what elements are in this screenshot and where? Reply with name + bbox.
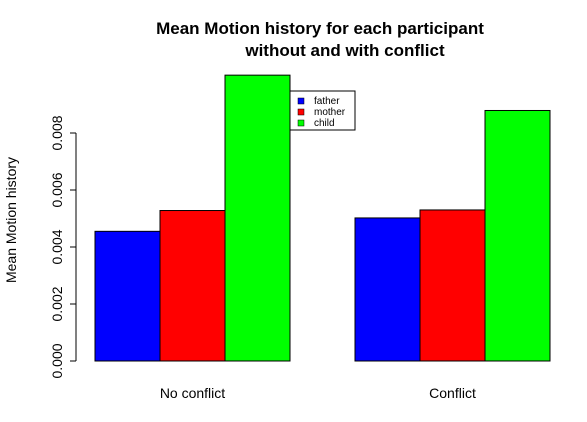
- legend-label-child: child: [314, 118, 335, 129]
- chart-title-line-2: without and with conflict: [244, 41, 445, 60]
- chart-title-line-1: Mean Motion history for each participant: [156, 19, 484, 38]
- y-axis-label: Mean Motion history: [3, 157, 19, 283]
- legend-swatch-mother: [297, 108, 305, 116]
- bar-child-0: [224, 74, 291, 362]
- bar-father-1: [354, 217, 421, 362]
- y-tick-label: 0.008: [49, 115, 65, 150]
- legend-label-father: father: [314, 96, 340, 107]
- category-label: Conflict: [429, 385, 476, 401]
- legend-swatch-child: [297, 119, 305, 127]
- y-axis: 0.000 0.002 0.004 0.006 0.008: [49, 115, 77, 379]
- bar-father-0: [94, 230, 161, 362]
- y-tick-label: 0.004: [49, 229, 65, 264]
- bar-mother-1: [419, 209, 486, 362]
- y-tick-label: 0.006: [49, 172, 65, 207]
- bar-child-1: [484, 109, 551, 362]
- y-tick-label: 0.002: [49, 286, 65, 321]
- category-label: No conflict: [160, 385, 225, 401]
- legend-label-mother: mother: [314, 107, 346, 118]
- bar-mother-0: [159, 210, 226, 362]
- legend-swatch-father: [297, 97, 305, 105]
- category-labels: No conflict Conflict: [160, 385, 476, 401]
- y-tick-label: 0.000: [49, 343, 65, 378]
- bars: [94, 74, 551, 362]
